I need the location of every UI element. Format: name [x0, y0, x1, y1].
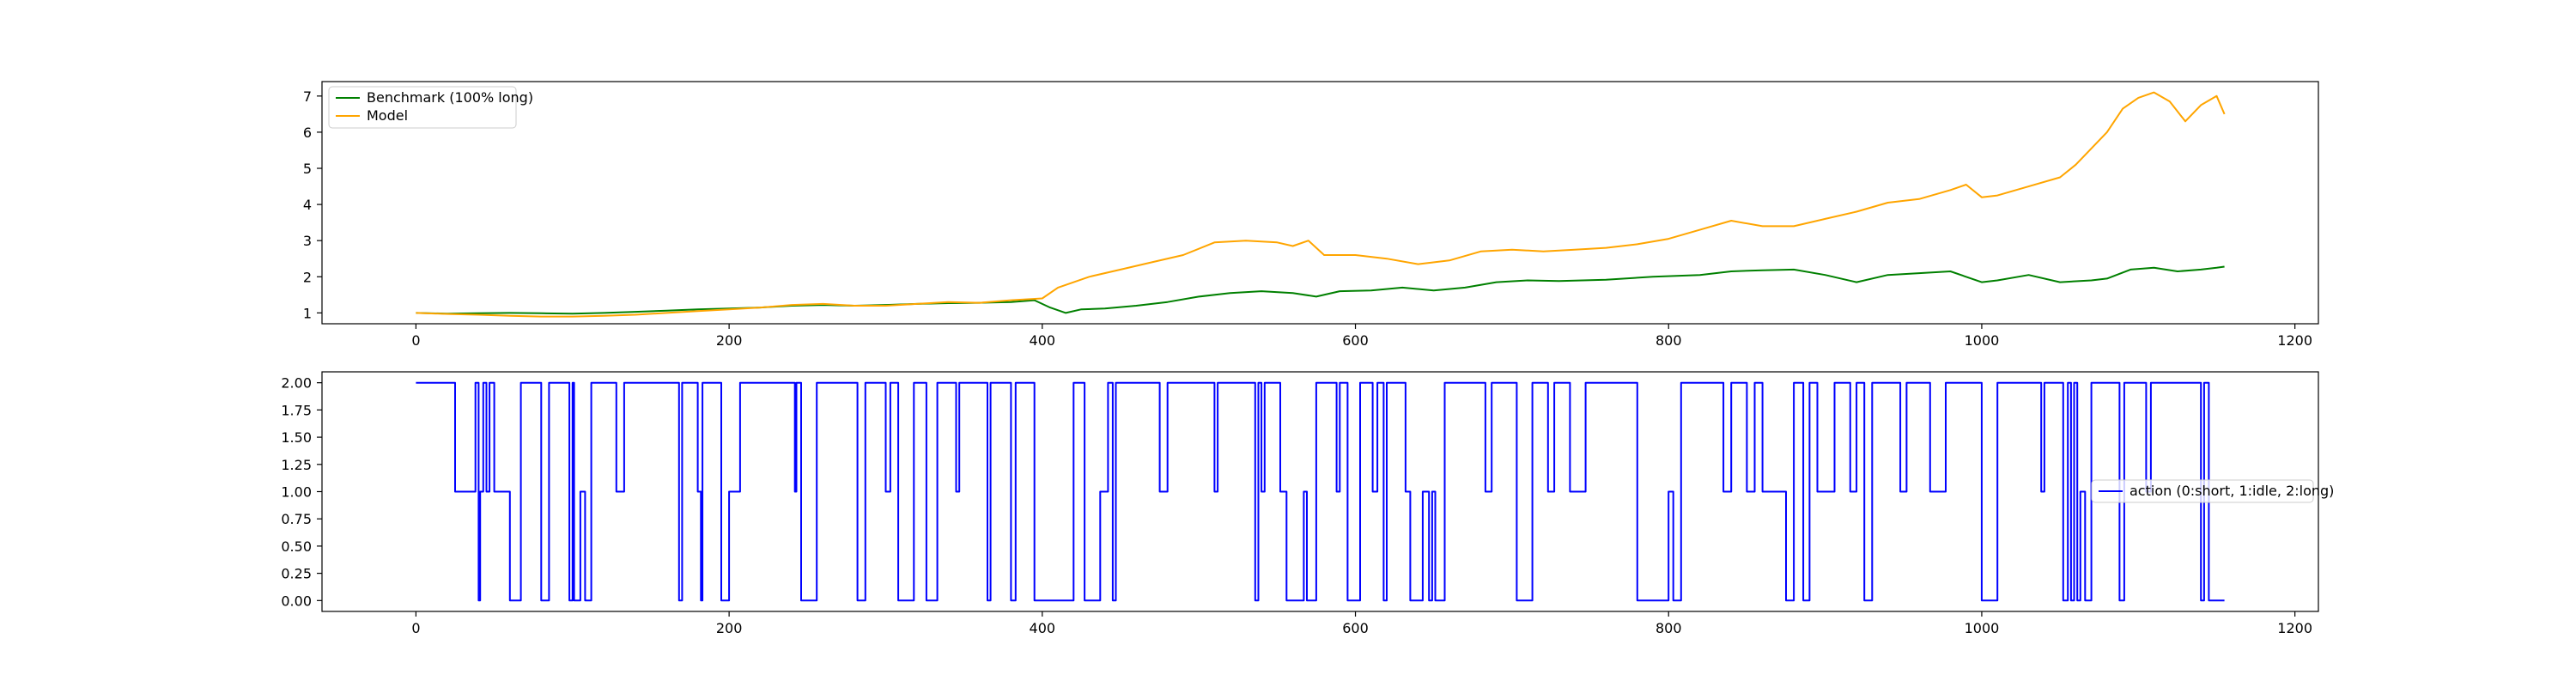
bottom-plot-area — [322, 372, 2318, 611]
bottom-panel: 0 200 400 600 800 1000 1200 0.00 0.25 0.50 0.75 1.… — [281, 371, 2334, 636]
y-tick-label: 4 — [303, 197, 312, 213]
top-series-layer — [416, 91, 2226, 318]
bottom-y-axis: 0.00 0.25 0.50 0.75 1.00 1.25 1.50 1.75 2.00 — [281, 375, 322, 609]
y-tick-label: 0.75 — [281, 511, 312, 527]
x-tick-label: 200 — [716, 620, 743, 636]
bottom-series-layer — [416, 381, 2225, 602]
y-tick-label: 0.25 — [281, 566, 312, 582]
x-tick-label: 200 — [716, 332, 743, 349]
x-tick-label: 1200 — [2277, 332, 2312, 349]
x-tick-label: 0 — [411, 620, 420, 636]
y-tick-label: 5 — [303, 161, 312, 177]
x-tick-label: 600 — [1342, 620, 1369, 636]
top-plot-area — [322, 82, 2318, 324]
y-tick-label: 1 — [303, 305, 312, 321]
x-tick-label: 400 — [1030, 332, 1056, 349]
y-tick-label: 1.50 — [281, 429, 312, 446]
y-tick-label: 6 — [303, 125, 312, 141]
top-axes-frame — [321, 81, 2319, 325]
top-legend: Benchmark (100% long) Model — [328, 86, 533, 129]
top-legend-box — [328, 86, 517, 129]
legend-label-action: action (0:short, 1:idle, 2:long) — [2129, 483, 2334, 499]
y-tick-label: 3 — [303, 233, 312, 249]
y-tick-label: 1.00 — [281, 484, 312, 501]
top-panel: 0 200 400 600 800 1000 1200 1 2 3 4 5 6 7 Benchmark … — [303, 81, 2319, 349]
y-tick-label: 1.25 — [281, 457, 312, 473]
y-tick-label: 0.50 — [281, 538, 312, 555]
bottom-legend: action (0:short, 1:idle, 2:long) — [2091, 479, 2334, 503]
y-tick-label: 2.00 — [281, 375, 312, 392]
x-tick-label: 400 — [1030, 620, 1056, 636]
x-tick-label: 800 — [1656, 620, 1682, 636]
series-line-action-0-short-1-idle-2-long — [416, 381, 2225, 602]
x-tick-label: 1000 — [1965, 620, 2000, 636]
x-tick-label: 0 — [411, 332, 420, 349]
y-tick-label: 7 — [303, 88, 312, 105]
bottom-legend-box — [2091, 479, 2314, 503]
legend-label-benchmark: Benchmark (100% long) — [367, 89, 533, 106]
y-tick-label: 2 — [303, 269, 312, 285]
x-tick-label: 1200 — [2277, 620, 2312, 636]
y-tick-label: 0.00 — [281, 593, 312, 609]
top-x-axis: 0 200 400 600 800 1000 1200 — [411, 324, 2312, 349]
x-tick-label: 800 — [1656, 332, 1682, 349]
series-line-model — [416, 91, 2226, 318]
legend-label-model: Model — [367, 107, 408, 124]
x-tick-label: 1000 — [1965, 332, 2000, 349]
top-y-axis: 1 2 3 4 5 6 7 — [303, 88, 322, 321]
y-tick-label: 1.75 — [281, 402, 312, 418]
bottom-x-axis: 0 200 400 600 800 1000 1200 — [411, 611, 2312, 636]
x-tick-label: 600 — [1342, 332, 1369, 349]
